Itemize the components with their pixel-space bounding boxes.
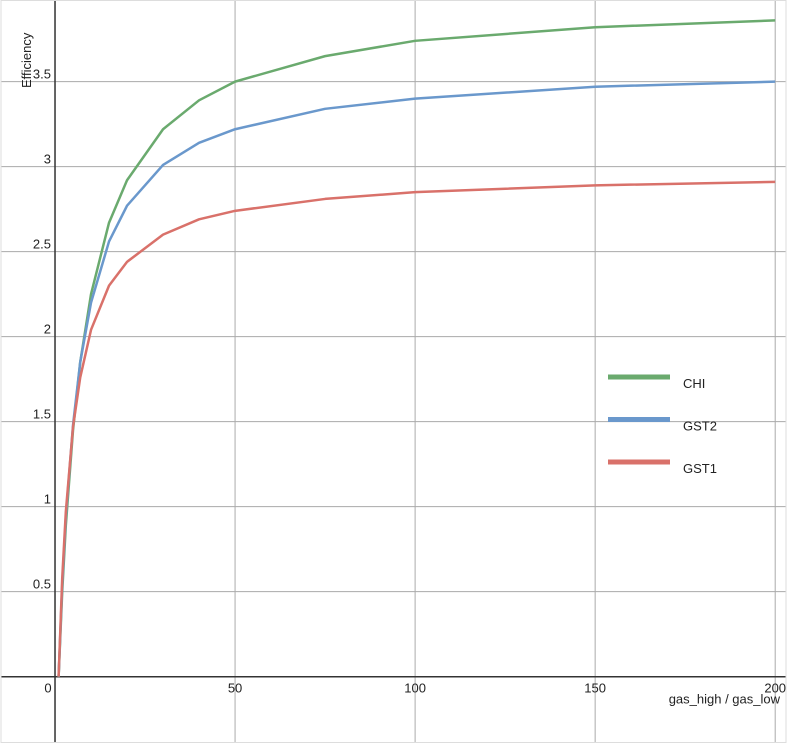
x-axis-label: gas_high / gas_low [669, 692, 781, 707]
x-tick-label: 50 [228, 681, 242, 696]
x-tick-label: 150 [584, 681, 606, 696]
y-tick-label: 2.5 [33, 237, 51, 252]
y-tick-label: 3.5 [33, 67, 51, 82]
y-tick-label: 0.5 [33, 577, 51, 592]
y-tick-label: 3 [44, 152, 51, 167]
legend-label: GST2 [683, 419, 717, 434]
x-tick-label: 100 [404, 681, 426, 696]
y-tick-label: 1 [44, 492, 51, 507]
x-tick-label: 0 [44, 681, 51, 696]
y-tick-label: 2 [44, 322, 51, 337]
legend-label: GST1 [683, 461, 717, 476]
x-tick-label: 200 [764, 681, 786, 696]
legend-label: CHI [683, 376, 705, 391]
series-line [57, 180, 776, 677]
y-tick-label: 1.5 [33, 407, 51, 422]
y-axis-label: Efficiency [19, 32, 34, 88]
